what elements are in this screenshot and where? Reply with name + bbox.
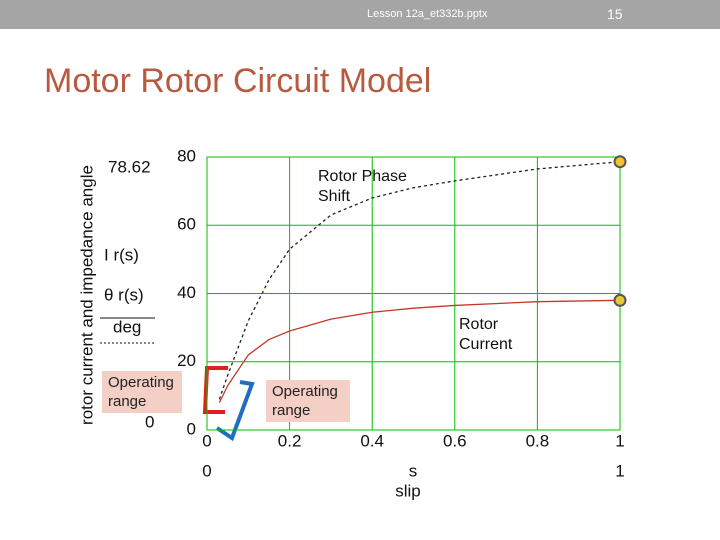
- series-line: [218, 299, 621, 403]
- x-axis-symbol: s: [409, 461, 418, 480]
- x-tick-label: 0.4: [360, 431, 384, 450]
- y-tick-label: 20: [177, 351, 196, 370]
- x-tick-label: 0: [202, 431, 211, 450]
- legend-entry: I r(s): [104, 245, 139, 264]
- end-marker: [613, 293, 627, 307]
- x-tick-label: 0.2: [278, 431, 302, 450]
- y-limit-label: 0: [145, 412, 154, 431]
- x-tick-label: 1: [615, 431, 624, 450]
- legend-entry: θ r(s): [104, 285, 144, 304]
- end-marker: [613, 155, 627, 169]
- x-limit-label: 1: [615, 461, 624, 480]
- red-bracket: [202, 366, 228, 414]
- page-number: 15: [607, 6, 623, 22]
- x-tick-label: 0.6: [443, 431, 467, 450]
- slide-title: Motor Rotor Circuit Model: [44, 62, 432, 100]
- y-limit-label: 78.62: [108, 157, 151, 176]
- y-tick-label: 60: [177, 215, 196, 234]
- y-tick-label: 0: [187, 419, 196, 438]
- annotation: Rotor Phase Shift: [318, 168, 407, 205]
- legend-unit: deg: [113, 317, 141, 336]
- x-axis-label: slip: [395, 481, 421, 500]
- annotation: Rotor Current: [459, 316, 513, 353]
- y-axis-label: rotor current and impedance angle: [77, 165, 96, 425]
- y-tick-label: 40: [177, 283, 196, 302]
- file-name: Lesson 12a_et332b.pptx: [367, 8, 488, 20]
- y-tick-label: 80: [177, 146, 196, 165]
- x-limit-label: 0: [202, 461, 211, 480]
- annotation: Operating range: [266, 380, 350, 422]
- x-tick-label: 0.8: [526, 431, 550, 450]
- annotation: Operating range: [102, 371, 182, 413]
- header-bar: Lesson 12a_et332b.pptx 15: [0, 0, 720, 29]
- blue-bracket: [215, 380, 255, 442]
